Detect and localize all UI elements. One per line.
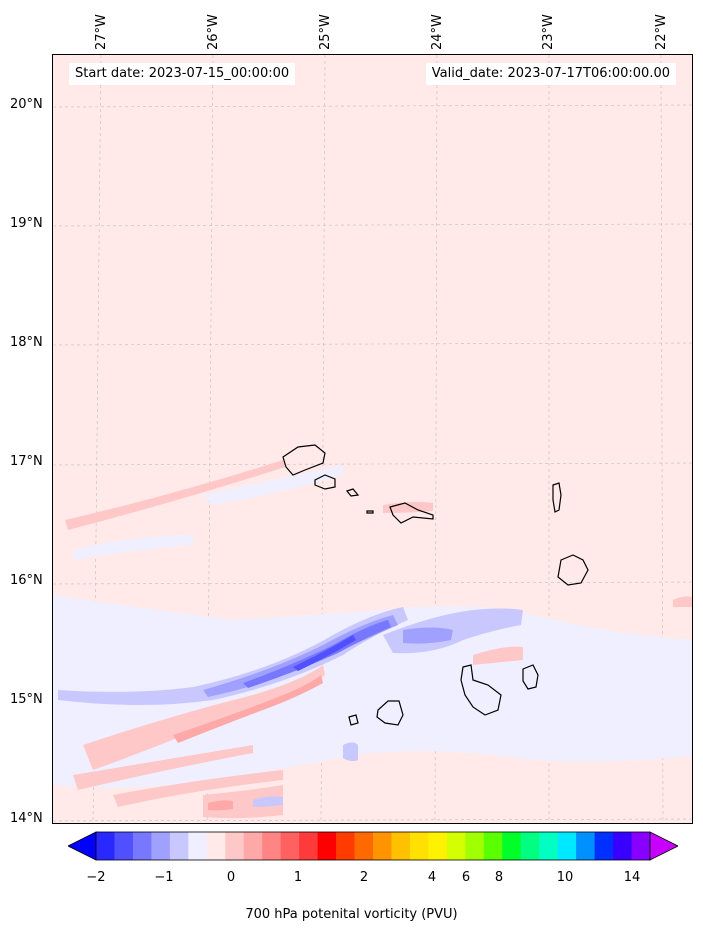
colorbar-swatch [132, 832, 152, 860]
valid-date-label: Valid_date: 2023-07-17T06:00:00.00 [425, 63, 676, 85]
colorbar-tick: 14 [623, 870, 641, 885]
gridlines [53, 55, 692, 823]
colorbar-swatch [465, 832, 485, 860]
colorbar-swatch [206, 832, 226, 860]
lat-label-20n: 20°N [10, 97, 43, 112]
colorbar-swatch [428, 832, 448, 860]
lon-label-27w: 27°W [94, 14, 109, 50]
colorbar-swatch [243, 832, 263, 860]
lon-label-22w: 22°W [654, 14, 669, 50]
lat-label-18n: 18°N [10, 335, 43, 350]
colorbar-swatch [446, 832, 466, 860]
colorbar-swatch [557, 832, 577, 860]
colorbar-tick: 0 [226, 870, 236, 885]
colorbar-swatch [114, 832, 134, 860]
colorbar-swatch [280, 832, 300, 860]
lon-label-26w: 26°W [206, 14, 221, 50]
island-santa-luzia [345, 488, 360, 497]
island-sao-nicolau [389, 502, 434, 524]
colorbar-swatch [539, 832, 559, 860]
island-brava [348, 714, 359, 726]
colorbar-swatch [631, 832, 651, 860]
colorbar-swatch [483, 832, 503, 860]
pv-negative-streak [58, 607, 523, 807]
lat-label-17n: 17°N [10, 454, 43, 469]
colorbar-swatch [520, 832, 540, 860]
colorbar-swatch [151, 832, 171, 860]
island-sao-vicente [314, 474, 336, 490]
colorbar-swatch [317, 832, 337, 860]
start-date-label: Start date: 2023-07-15_00:00:00 [69, 63, 296, 85]
colorbar-swatch [613, 832, 633, 860]
colorbar-tick: −2 [86, 870, 106, 885]
pv-positive-band [173, 675, 323, 811]
colorbar-swatch [299, 832, 319, 860]
colorbar-swatch [354, 832, 374, 860]
island-outlines [282, 444, 589, 726]
island-razo [366, 510, 374, 514]
colorbar-swatch [373, 832, 392, 860]
lon-label-24w: 24°W [430, 14, 445, 50]
colorbar-swatch [594, 832, 614, 860]
pv-field [53, 55, 692, 823]
colorbar-border [95, 831, 651, 861]
island-boa-vista [557, 554, 589, 586]
pv-weak-negative [53, 465, 692, 788]
colorbar-swatch [336, 832, 356, 860]
colorbar-tick: 8 [494, 870, 504, 885]
lat-label-15n: 15°N [10, 692, 43, 707]
island-santo-antao [282, 444, 326, 476]
colorbar-tick: 4 [427, 870, 437, 885]
island-santiago [460, 664, 502, 716]
colorbar-tick: 10 [556, 870, 574, 885]
island-maio [522, 664, 539, 690]
colorbar-tick: −1 [154, 870, 174, 885]
pv-weak-positive [65, 460, 692, 819]
colorbar [67, 831, 679, 861]
colorbar-swatch [391, 832, 411, 860]
colorbar-title: 700 hPa potenital vorticity (PVU) [245, 907, 458, 922]
island-fogo [376, 700, 404, 726]
island-sal [552, 482, 562, 513]
lat-label-14n: 14°N [10, 811, 43, 826]
colorbar-tick: 6 [461, 870, 471, 885]
colorbar-swatch [169, 832, 189, 860]
colorbar-swatch [409, 832, 429, 860]
colorbar-tick: 2 [359, 870, 369, 885]
map-panel: Start date: 2023-07-15_00:00:00 Valid_da… [52, 54, 693, 824]
colorbar-swatches [67, 831, 679, 861]
colorbar-swatch [502, 832, 522, 860]
colorbar-swatch [96, 832, 115, 860]
colorbar-swatch [576, 832, 596, 860]
lat-label-16n: 16°N [10, 573, 43, 588]
lon-label-25w: 25°W [318, 14, 333, 50]
lon-label-23w: 23°W [541, 14, 556, 50]
colorbar-tick: 1 [293, 870, 303, 885]
colorbar-swatch [225, 832, 245, 860]
colorbar-swatch [262, 832, 282, 860]
colorbar-swatch [188, 832, 208, 860]
colorbar-min-extension [67, 831, 97, 861]
colorbar-max-extension [649, 831, 679, 861]
lat-label-19n: 19°N [10, 216, 43, 231]
